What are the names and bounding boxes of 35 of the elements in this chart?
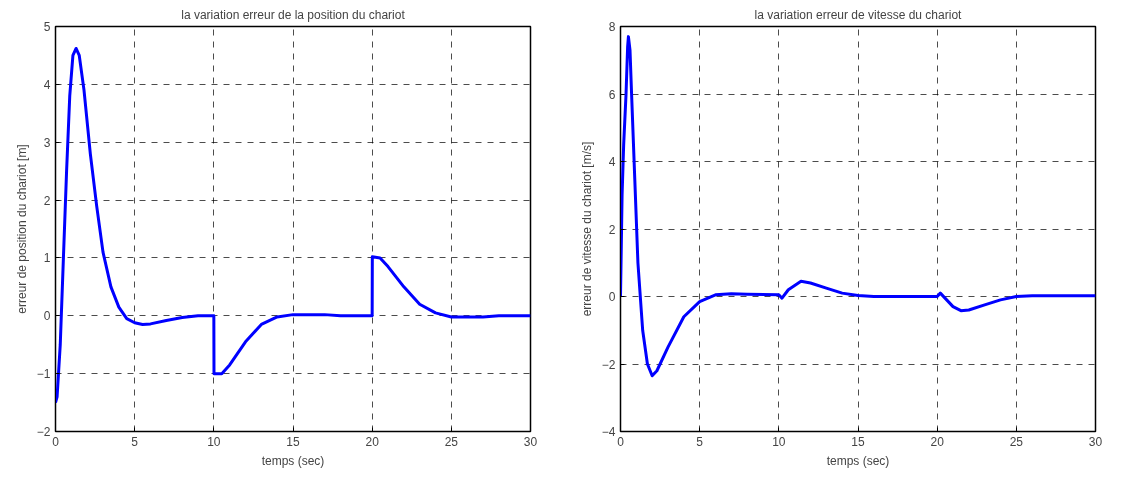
y-tick-label: −2: [601, 357, 616, 372]
y-tick-label: 1: [43, 251, 51, 266]
x-tick-label: 10: [772, 434, 786, 449]
x-axis-title: temps (sec): [826, 453, 890, 468]
x-tick-label: 5: [696, 434, 704, 449]
x-tick-label: 25: [1009, 434, 1024, 449]
x-tick-label: 30: [1088, 434, 1103, 449]
y-tick-label: 4: [608, 155, 616, 169]
x-tick-label: 15: [286, 434, 300, 449]
y-tick-label: −4: [601, 425, 616, 439]
x-tick-label: 25: [444, 434, 459, 449]
y-tick-label: −1: [36, 367, 51, 382]
y-tick-label: 4: [43, 77, 51, 92]
y-tick-label: 2: [43, 193, 51, 208]
chart-title: la variation erreur de la position du chariot: [181, 7, 406, 22]
x-tick-label: 20: [365, 434, 380, 449]
y-tick-label: 2: [608, 222, 616, 237]
chart-title: la variation erreur de vitesse du chariot: [754, 7, 963, 22]
y-tick-label: 8: [608, 20, 616, 34]
line-series: [55, 46, 531, 405]
x-tick-label: 30: [523, 434, 538, 449]
y-tick-label: 5: [43, 20, 51, 34]
y-tick-label: 3: [43, 135, 51, 150]
x-tick-label: 10: [207, 434, 221, 449]
x-tick-label: 20: [930, 434, 945, 449]
x-axis-title: temps (sec): [261, 453, 325, 468]
x-tick-label: 15: [851, 434, 865, 449]
line-series: [620, 35, 1096, 378]
y-tick-label: 6: [608, 87, 616, 102]
y-tick-label: 0: [608, 290, 616, 304]
y-tick-label: 0: [43, 309, 51, 324]
y-tick-label: −2: [36, 425, 51, 439]
x-tick-label: 5: [131, 434, 139, 449]
y-axis-title: erreur de vitesse du chariot [m/s]: [579, 141, 594, 317]
y-axis-title: erreur de position du chariot [m]: [14, 144, 29, 314]
